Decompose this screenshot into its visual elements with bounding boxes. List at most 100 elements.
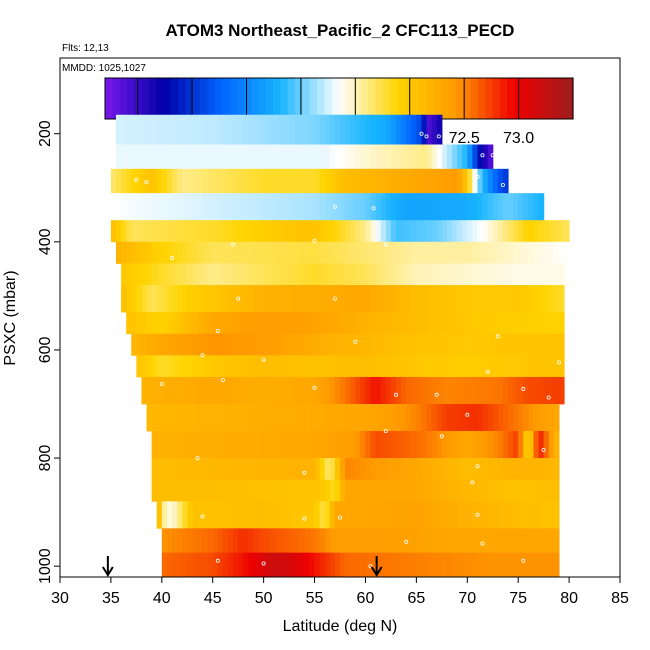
heatmap-cell [110, 193, 117, 221]
heatmap-cell [278, 312, 285, 335]
heatmap-cell [268, 501, 275, 529]
heatmap-cell [538, 241, 545, 264]
heatmap-cell [309, 552, 316, 577]
heatmap-cell [136, 241, 143, 264]
heatmap-cell [477, 355, 484, 378]
colorbar-cell [404, 78, 413, 119]
heatmap-cell [141, 193, 148, 221]
heatmap-cell [222, 355, 229, 378]
heatmap-cell [121, 114, 127, 145]
heatmap-cell [467, 404, 473, 432]
heatmap-cell [187, 241, 193, 264]
heatmap-cell [278, 241, 285, 264]
heatmap-cell [492, 220, 499, 243]
heatmap-cell [396, 333, 402, 356]
heatmap-cell [233, 458, 239, 481]
heatmap-cell [207, 193, 214, 221]
heatmap-cell [329, 114, 336, 145]
heatmap-cell [492, 376, 499, 405]
heatmap-cell [538, 479, 545, 502]
heatmap-cell [477, 263, 484, 286]
heatmap-cell [177, 168, 183, 194]
heatmap-cell [228, 114, 234, 145]
heatmap-cell [431, 285, 438, 313]
heatmap-cell [375, 552, 382, 577]
heatmap-cell [492, 193, 499, 221]
heatmap-cell [233, 263, 239, 286]
heatmap-cell [508, 479, 514, 502]
sample-point [383, 428, 388, 433]
heatmap-cell [350, 285, 356, 313]
heatmap-cell [314, 376, 321, 405]
heatmap-cell [375, 333, 382, 356]
x-axis-label: Latitude (deg N) [283, 618, 398, 635]
heatmap-cell [243, 552, 249, 577]
heatmap-cell [462, 285, 468, 313]
heatmap-cell [411, 333, 417, 356]
heatmap-cell [217, 552, 224, 577]
heatmap-cell [110, 168, 117, 194]
heatmap-cell [436, 528, 443, 554]
heatmap-cell [324, 144, 331, 170]
heatmap-cell [299, 501, 305, 529]
colorbar-cell [134, 78, 143, 119]
colorbar-cell [178, 78, 187, 119]
heatmap-cell [299, 312, 305, 335]
heatmap-cell [446, 333, 453, 356]
heatmap-cell [319, 376, 326, 405]
heatmap-cell [487, 404, 494, 432]
heatmap-cell [426, 263, 433, 286]
heatmap-cell [314, 479, 321, 502]
heatmap-cell [401, 552, 407, 577]
heatmap-cell [411, 479, 417, 502]
heatmap-cell [202, 220, 209, 243]
heatmap-cell [390, 552, 397, 577]
heatmap-cell [268, 312, 275, 335]
heatmap-cell [263, 114, 270, 145]
heatmap-cell [243, 193, 249, 221]
heatmap-cell [268, 355, 275, 378]
heatmap-band [110, 193, 545, 221]
heatmap-cell [436, 285, 443, 313]
heatmap-cell [207, 552, 214, 577]
heatmap-cell [345, 355, 351, 378]
heatmap-cell [309, 220, 316, 243]
heatmap-cell [248, 376, 255, 405]
heatmap-cell [370, 479, 377, 502]
heatmap-cell [233, 431, 239, 459]
heatmap-cell [233, 312, 239, 335]
heatmap-cell [508, 355, 514, 378]
heatmap-cell [212, 285, 219, 313]
heatmap-cell [126, 168, 132, 194]
heatmap-cell [233, 501, 239, 529]
latitude-arrows [102, 556, 383, 577]
heatmap-cell [177, 376, 183, 405]
heatmap-cell [207, 144, 214, 170]
heatmap-cell [156, 241, 163, 264]
heatmap-cell [233, 144, 239, 170]
heatmap-cell [202, 355, 209, 378]
heatmap-cell [482, 312, 489, 335]
colorbar-tick-label: 72.5 [449, 130, 480, 147]
heatmap-cell [268, 285, 275, 313]
heatmap-cell [304, 552, 311, 577]
heatmap-cell [207, 404, 214, 432]
heatmap-cell [355, 355, 361, 378]
heatmap-cell [228, 333, 234, 356]
heatmap-cell [289, 552, 295, 577]
heatmap-cell [212, 220, 219, 243]
heatmap-cell [355, 501, 361, 529]
heatmap-cell [299, 285, 305, 313]
heatmap-cell [401, 168, 407, 194]
heatmap-cell [492, 431, 499, 459]
heatmap-cell [238, 285, 244, 313]
heatmap-cell [533, 376, 540, 405]
heatmap-cell [192, 552, 199, 577]
heatmap-cell [228, 404, 234, 432]
heatmap-cell [421, 431, 428, 459]
heatmap-cell [253, 376, 260, 405]
heatmap-cell [528, 501, 535, 529]
heatmap-cell [365, 312, 372, 335]
heatmap-cell [182, 285, 188, 313]
heatmap-cell [472, 241, 479, 264]
